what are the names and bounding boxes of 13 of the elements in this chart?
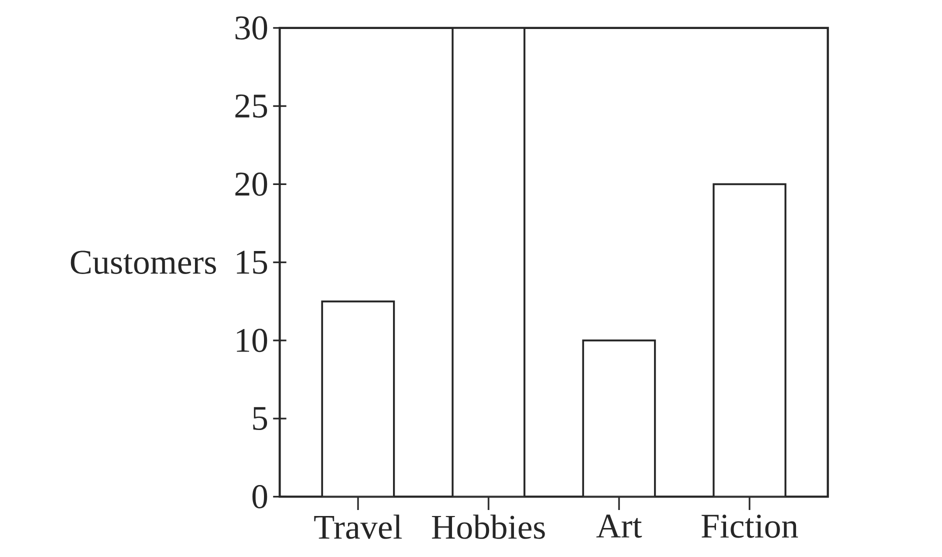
x-tick-label: Hobbies — [432, 514, 545, 539]
y-tick-label: 20 — [235, 172, 268, 196]
y-tick-label: 0 — [252, 484, 268, 508]
bar — [452, 28, 526, 497]
y-tick-label: 15 — [236, 250, 268, 274]
y-tick-label: 10 — [236, 328, 268, 352]
y-axis-title: Customers — [70, 250, 216, 274]
y-tick-label: 25 — [235, 94, 268, 118]
x-tick-label: Art — [596, 514, 642, 538]
x-tick-label: Travel — [314, 514, 402, 539]
y-tick-label: 30 — [236, 16, 268, 40]
x-tick-label: Fiction — [702, 514, 798, 538]
y-tick-label: 5 — [253, 407, 268, 430]
